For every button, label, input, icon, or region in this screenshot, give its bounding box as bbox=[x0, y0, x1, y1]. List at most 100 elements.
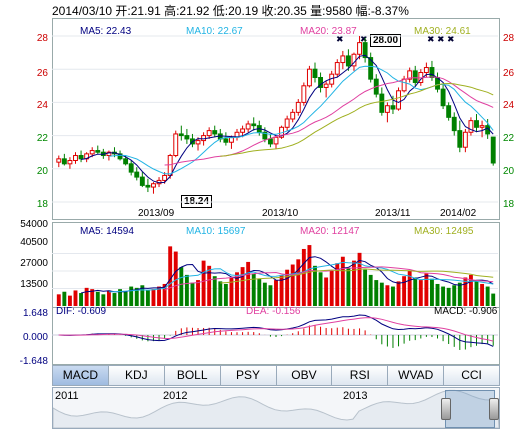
volume-bar bbox=[463, 277, 468, 306]
tab-cci[interactable]: CCI bbox=[461, 368, 482, 382]
navigator-left-handle[interactable] bbox=[441, 398, 451, 420]
volume-bar bbox=[229, 277, 234, 306]
x-tick: 2014/02 bbox=[440, 208, 477, 219]
volume-bar bbox=[184, 274, 189, 306]
event-marker-icon[interactable]: ✖ bbox=[427, 34, 435, 44]
range-navigator[interactable]: 2011 2012 2013 bbox=[52, 387, 500, 429]
candle-body bbox=[134, 171, 140, 178]
candle-body bbox=[206, 130, 212, 137]
candle-body bbox=[162, 174, 168, 181]
volume-bar bbox=[468, 274, 473, 306]
candle-body bbox=[306, 68, 312, 87]
vol-ma10-line bbox=[108, 261, 494, 293]
navigator-sparkline bbox=[53, 389, 499, 428]
vol-ma20-line bbox=[164, 266, 494, 291]
volume-bar bbox=[62, 291, 67, 306]
volume-y-tick: 40500 bbox=[20, 237, 48, 248]
volume-bar bbox=[79, 293, 84, 306]
tab-macd[interactable]: MACD bbox=[53, 366, 109, 385]
tab-obv[interactable]: OBV bbox=[277, 366, 333, 385]
candle-body bbox=[89, 150, 95, 155]
price-y-tick: 26 bbox=[36, 68, 48, 79]
volume-bar bbox=[324, 277, 329, 306]
volume-bar bbox=[106, 290, 111, 306]
tab-boll[interactable]: BOLL bbox=[165, 366, 221, 385]
navigator-area bbox=[53, 389, 499, 428]
volume-bar bbox=[162, 283, 167, 306]
volume-bar bbox=[246, 261, 251, 306]
volume-bar bbox=[112, 293, 117, 306]
candle-body bbox=[167, 155, 173, 176]
price-y-tick-right: 20 bbox=[503, 166, 515, 177]
candle-body bbox=[173, 133, 179, 157]
navigator-right-handle[interactable] bbox=[489, 398, 499, 420]
tab-kdj[interactable]: KDJ bbox=[109, 366, 165, 385]
x-tick: 2013/11 bbox=[375, 208, 411, 219]
tab-rsi[interactable]: RSI bbox=[332, 366, 389, 385]
tab-psy[interactable]: PSY bbox=[221, 366, 277, 385]
volume-bar bbox=[335, 263, 340, 306]
price-y-tick-right: 22 bbox=[503, 133, 515, 144]
event-marker-icon[interactable]: ✖ bbox=[336, 34, 344, 44]
volume-bar bbox=[301, 248, 306, 306]
candle-body bbox=[457, 130, 463, 148]
event-marker-icon[interactable]: ✖ bbox=[437, 34, 445, 44]
ma5-line bbox=[81, 54, 494, 184]
vol-ma5-label: MA5: 14594 bbox=[80, 226, 134, 237]
dif-line bbox=[58, 314, 494, 347]
volume-bar bbox=[352, 260, 356, 306]
candle-body bbox=[462, 131, 468, 148]
candle-body bbox=[423, 67, 429, 74]
candle-body bbox=[384, 105, 390, 113]
macd-y-tick: 1.648 bbox=[22, 308, 48, 319]
volume-bar bbox=[396, 281, 401, 306]
volume-bar bbox=[101, 294, 106, 306]
volume-bar bbox=[257, 278, 262, 306]
volume-bar bbox=[374, 280, 379, 306]
volume-bar bbox=[123, 291, 128, 306]
candle-body bbox=[145, 184, 151, 188]
candle-body bbox=[412, 70, 418, 83]
ma30-line bbox=[220, 82, 494, 157]
price-chart-canvas bbox=[52, 35, 498, 203]
volume-bar bbox=[435, 283, 440, 306]
price-y-tick: 20 bbox=[36, 166, 48, 177]
candle-body bbox=[56, 158, 62, 163]
volume-bar bbox=[212, 276, 217, 306]
vol-ma30-label: MA30: 12495 bbox=[414, 226, 474, 237]
navigator-selection[interactable] bbox=[445, 390, 495, 428]
event-marker-icon[interactable]: ✖ bbox=[360, 34, 368, 44]
volume-y-tick: 13500 bbox=[20, 279, 48, 290]
dea-label: DEA: -0.156 bbox=[246, 306, 301, 317]
volume-bar bbox=[491, 293, 496, 306]
x-tick: 2013/10 bbox=[262, 208, 299, 219]
volume-bar bbox=[168, 246, 173, 306]
volume-chart-canvas bbox=[52, 245, 498, 306]
candle-body bbox=[178, 133, 184, 137]
candle-body bbox=[73, 155, 78, 162]
volume-bar bbox=[340, 256, 345, 306]
candle-body bbox=[474, 120, 479, 128]
volume-bar bbox=[73, 290, 78, 306]
tab-wvad[interactable]: WVAD bbox=[388, 366, 445, 385]
volume-bar bbox=[151, 289, 156, 306]
macd-y-tick: 0.000 bbox=[22, 332, 48, 343]
candle-body bbox=[284, 118, 290, 128]
price-panel[interactable] bbox=[52, 18, 500, 220]
candle-body bbox=[368, 57, 374, 80]
price-y-tick-right: 24 bbox=[503, 100, 515, 111]
volume-bar bbox=[318, 272, 323, 306]
candle-body bbox=[139, 176, 145, 186]
candle-body bbox=[407, 70, 413, 80]
volume-bar bbox=[290, 264, 295, 306]
volume-bar bbox=[279, 274, 284, 306]
navigator-year: 2011 bbox=[55, 390, 79, 402]
indicator-tabs: MACD KDJ BOLL PSY OBV RSI WVAD CCI bbox=[52, 365, 500, 386]
event-marker-icon[interactable]: ✖ bbox=[447, 34, 455, 44]
navigator-year: 2013 bbox=[343, 390, 368, 402]
ma5-label: MA5: 22.43 bbox=[80, 26, 132, 37]
volume-bar bbox=[424, 273, 429, 306]
candle-body bbox=[440, 88, 446, 107]
volume-y-tick: 54000 bbox=[20, 219, 48, 230]
volume-bar bbox=[179, 267, 184, 306]
